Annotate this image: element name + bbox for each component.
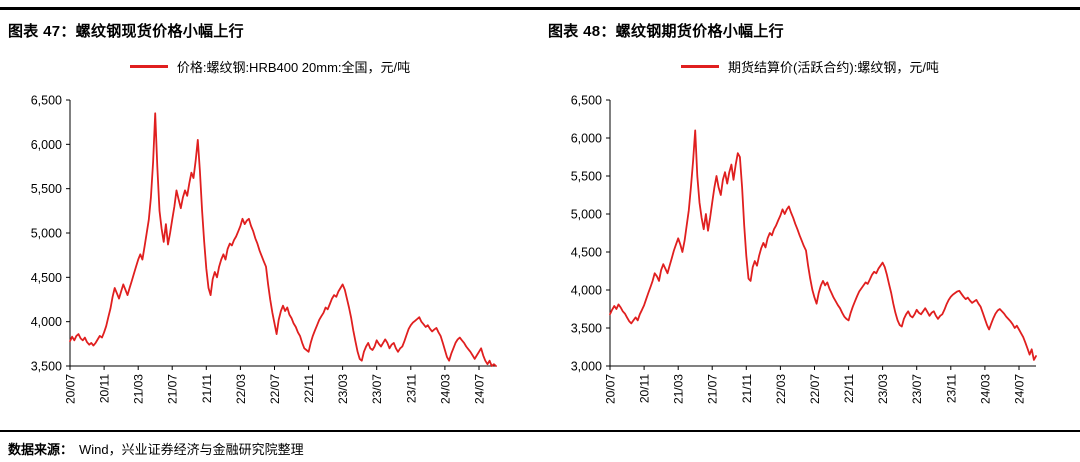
svg-text:23/11: 23/11 <box>944 374 958 403</box>
svg-text:24/07: 24/07 <box>1013 374 1027 404</box>
svg-text:23/07: 23/07 <box>370 374 384 404</box>
svg-text:21/07: 21/07 <box>706 374 720 404</box>
svg-text:22/07: 22/07 <box>808 374 822 404</box>
legend-left: 价格:螺纹钢:HRB400 20mm:全国，元/吨 <box>0 57 540 76</box>
legend-label: 价格:螺纹钢:HRB400 20mm:全国，元/吨 <box>176 60 411 75</box>
legend-line-swatch <box>129 65 168 68</box>
data-source-label: 数据来源： <box>8 442 74 457</box>
spot-price-line-chart: 3,500 4,000 4,500 5,000 5,500 6,000 6,500 20/07… <box>31 94 497 404</box>
chart-title-left: 图表 47：螺纹钢现货价格小幅上行 <box>8 23 244 40</box>
svg-text:22/11: 22/11 <box>842 374 856 403</box>
svg-text:24/07: 24/07 <box>473 374 487 404</box>
svg-text:6,500: 6,500 <box>31 94 62 108</box>
svg-text:4,500: 4,500 <box>571 246 602 260</box>
svg-text:5,000: 5,000 <box>571 208 602 222</box>
chart-title-right: 图表 48：螺纹钢期货价格小幅上行 <box>548 23 784 40</box>
svg-text:21/03: 21/03 <box>132 374 146 404</box>
svg-text:22/11: 22/11 <box>302 374 316 403</box>
top-divider <box>0 7 1080 10</box>
svg-text:5,500: 5,500 <box>31 182 62 196</box>
svg-text:6,000: 6,000 <box>571 132 602 146</box>
legend-line-swatch <box>681 65 720 68</box>
svg-text:20/11: 20/11 <box>638 374 652 403</box>
svg-text:21/11: 21/11 <box>740 374 754 403</box>
svg-text:23/03: 23/03 <box>336 374 350 404</box>
svg-text:6,000: 6,000 <box>31 138 62 152</box>
svg-text:24/03: 24/03 <box>438 374 452 404</box>
spot-price-panel: 图表 47：螺纹钢现货价格小幅上行 价格:螺纹钢:HRB400 20mm:全国，… <box>0 14 540 428</box>
svg-text:23/03: 23/03 <box>876 374 890 404</box>
charts-row: 图表 47：螺纹钢现货价格小幅上行 价格:螺纹钢:HRB400 20mm:全国，… <box>0 14 1080 428</box>
svg-text:22/07: 22/07 <box>268 374 282 404</box>
futures-price-panel: 图表 48：螺纹钢期货价格小幅上行 期货结算价(活跃合约):螺纹钢，元/吨 3,… <box>540 14 1080 428</box>
data-source-text: Wind，兴业证券经济与金融研究院整理 <box>79 442 304 457</box>
svg-text:3,500: 3,500 <box>31 360 62 374</box>
svg-text:3,000: 3,000 <box>571 360 602 374</box>
svg-text:5,500: 5,500 <box>571 170 602 184</box>
footer-divider <box>0 430 1080 432</box>
svg-text:20/07: 20/07 <box>64 374 78 404</box>
svg-text:24/03: 24/03 <box>978 374 992 404</box>
svg-text:4,000: 4,000 <box>31 315 62 329</box>
svg-text:4,000: 4,000 <box>571 284 602 298</box>
svg-text:3,500: 3,500 <box>571 322 602 336</box>
svg-text:5,000: 5,000 <box>31 227 62 241</box>
svg-text:21/11: 21/11 <box>200 374 214 403</box>
svg-text:23/07: 23/07 <box>910 374 924 404</box>
svg-text:4,500: 4,500 <box>31 271 62 285</box>
legend-label: 期货结算价(活跃合约):螺纹钢，元/吨 <box>728 60 939 75</box>
svg-text:21/07: 21/07 <box>166 374 180 404</box>
svg-text:20/11: 20/11 <box>98 374 112 403</box>
futures-price-line-chart: 3,000 3,500 4,000 4,500 5,000 5,500 6,000 6,500… <box>571 94 1037 404</box>
svg-text:21/03: 21/03 <box>672 374 686 404</box>
legend-right: 期货结算价(活跃合约):螺纹钢，元/吨 <box>540 57 1080 76</box>
svg-text:22/03: 22/03 <box>234 374 248 404</box>
svg-text:23/11: 23/11 <box>404 374 418 403</box>
svg-text:20/07: 20/07 <box>604 374 618 404</box>
svg-text:22/03: 22/03 <box>774 374 788 404</box>
svg-text:6,500: 6,500 <box>571 94 602 108</box>
data-source-note: 数据来源： Wind，兴业证券经济与金融研究院整理 <box>8 439 304 458</box>
